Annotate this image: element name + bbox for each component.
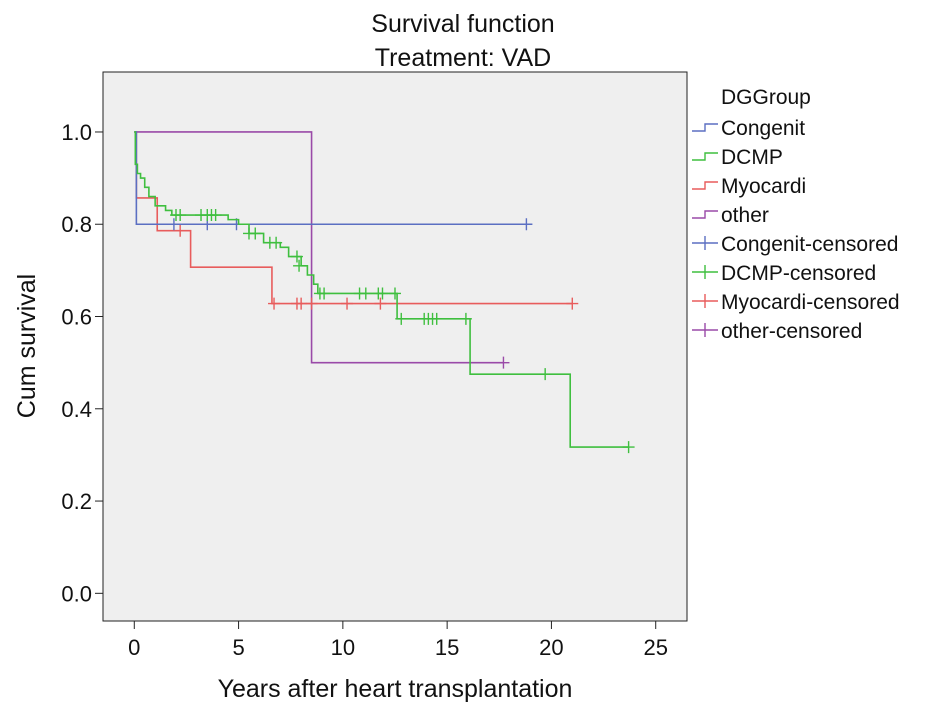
censor-mark-myocardi xyxy=(174,224,187,237)
legend-label-censored: Congenit-censored xyxy=(721,233,898,256)
x-tick-label: 0 xyxy=(128,635,140,660)
x-tick-label: 5 xyxy=(232,635,244,660)
censor-mark-dcmp xyxy=(395,312,408,325)
legend-label: other xyxy=(721,204,769,227)
legend-swatch-other-censored xyxy=(692,323,718,337)
censor-mark-myocardi xyxy=(374,297,387,310)
legend-label: Myocardi xyxy=(721,175,806,198)
censor-mark-dcmp xyxy=(209,209,222,222)
x-tick-label: 15 xyxy=(435,635,459,660)
censor-mark-myocardi xyxy=(295,297,308,310)
chart-title: Survival function xyxy=(371,10,554,38)
legend-swatch-myocardi xyxy=(692,181,718,190)
legend-swatch-myocardi-censored xyxy=(692,294,718,308)
censor-mark-dcmp xyxy=(318,287,331,300)
censor-mark-dcmp xyxy=(359,287,372,300)
legend-label: DCMP xyxy=(721,146,783,169)
x-axis: 0 5 10 15 20 25 xyxy=(128,621,668,660)
censor-mark-congenit xyxy=(520,218,533,231)
y-axis: 0.0 0.2 0.4 0.6 0.8 1.0 xyxy=(61,120,103,606)
x-tick-label: 20 xyxy=(539,635,563,660)
censor-mark-dcmp xyxy=(539,368,552,381)
y-axis-label: Cum survival xyxy=(13,274,41,418)
censor-mark-dcmp xyxy=(376,287,389,300)
censor-mark-congenit xyxy=(167,218,180,231)
series-layer xyxy=(134,131,635,454)
legend-swatch-congenit xyxy=(692,123,718,132)
censor-mark-dcmp xyxy=(270,236,283,249)
legend-label: Congenit xyxy=(721,117,805,140)
censor-mark-myocardi xyxy=(566,297,579,310)
legend-title: DGGroup xyxy=(721,86,811,109)
legend-swatch-congenit-censored xyxy=(692,236,718,250)
censor-mark-dcmp xyxy=(459,312,472,325)
censor-mark-dcmp xyxy=(174,209,187,222)
legend-label-censored: other-censored xyxy=(721,320,862,343)
legend-label-censored: DCMP-censored xyxy=(721,262,876,285)
censor-mark-dcmp xyxy=(290,250,303,263)
y-tick-label: 0.0 xyxy=(61,581,92,606)
y-tick-label: 1.0 xyxy=(61,120,92,145)
y-tick-label: 0.4 xyxy=(61,397,92,422)
censor-mark-dcmp xyxy=(622,441,635,454)
censor-mark-dcmp xyxy=(293,259,306,272)
x-tick-label: 10 xyxy=(331,635,355,660)
legend: DGGroup Congenit DCMP Myocardi other Congeni… xyxy=(692,86,900,343)
censor-mark-myocardi xyxy=(341,297,354,310)
censor-mark-other xyxy=(497,356,510,369)
y-tick-label: 0.8 xyxy=(61,212,92,237)
censor-mark-dcmp xyxy=(430,312,443,325)
series-line-other xyxy=(134,131,504,364)
plot-area xyxy=(102,71,688,622)
censor-mark-myocardi xyxy=(268,297,281,310)
x-axis-label: Years after heart transplantation xyxy=(218,675,573,703)
y-tick-label: 0.2 xyxy=(61,489,92,514)
y-tick-label: 0.6 xyxy=(61,305,92,330)
legend-swatch-dcmp xyxy=(692,152,718,161)
chart-subtitle: Treatment: VAD xyxy=(375,44,551,72)
censor-mark-myocardi xyxy=(305,297,318,310)
censor-mark-dcmp xyxy=(249,227,262,240)
legend-swatch-dcmp-censored xyxy=(692,265,718,279)
legend-swatch-other xyxy=(692,210,718,219)
legend-label-censored: Myocardi-censored xyxy=(721,291,900,314)
x-tick-label: 25 xyxy=(643,635,667,660)
censor-mark-dcmp xyxy=(389,287,401,300)
